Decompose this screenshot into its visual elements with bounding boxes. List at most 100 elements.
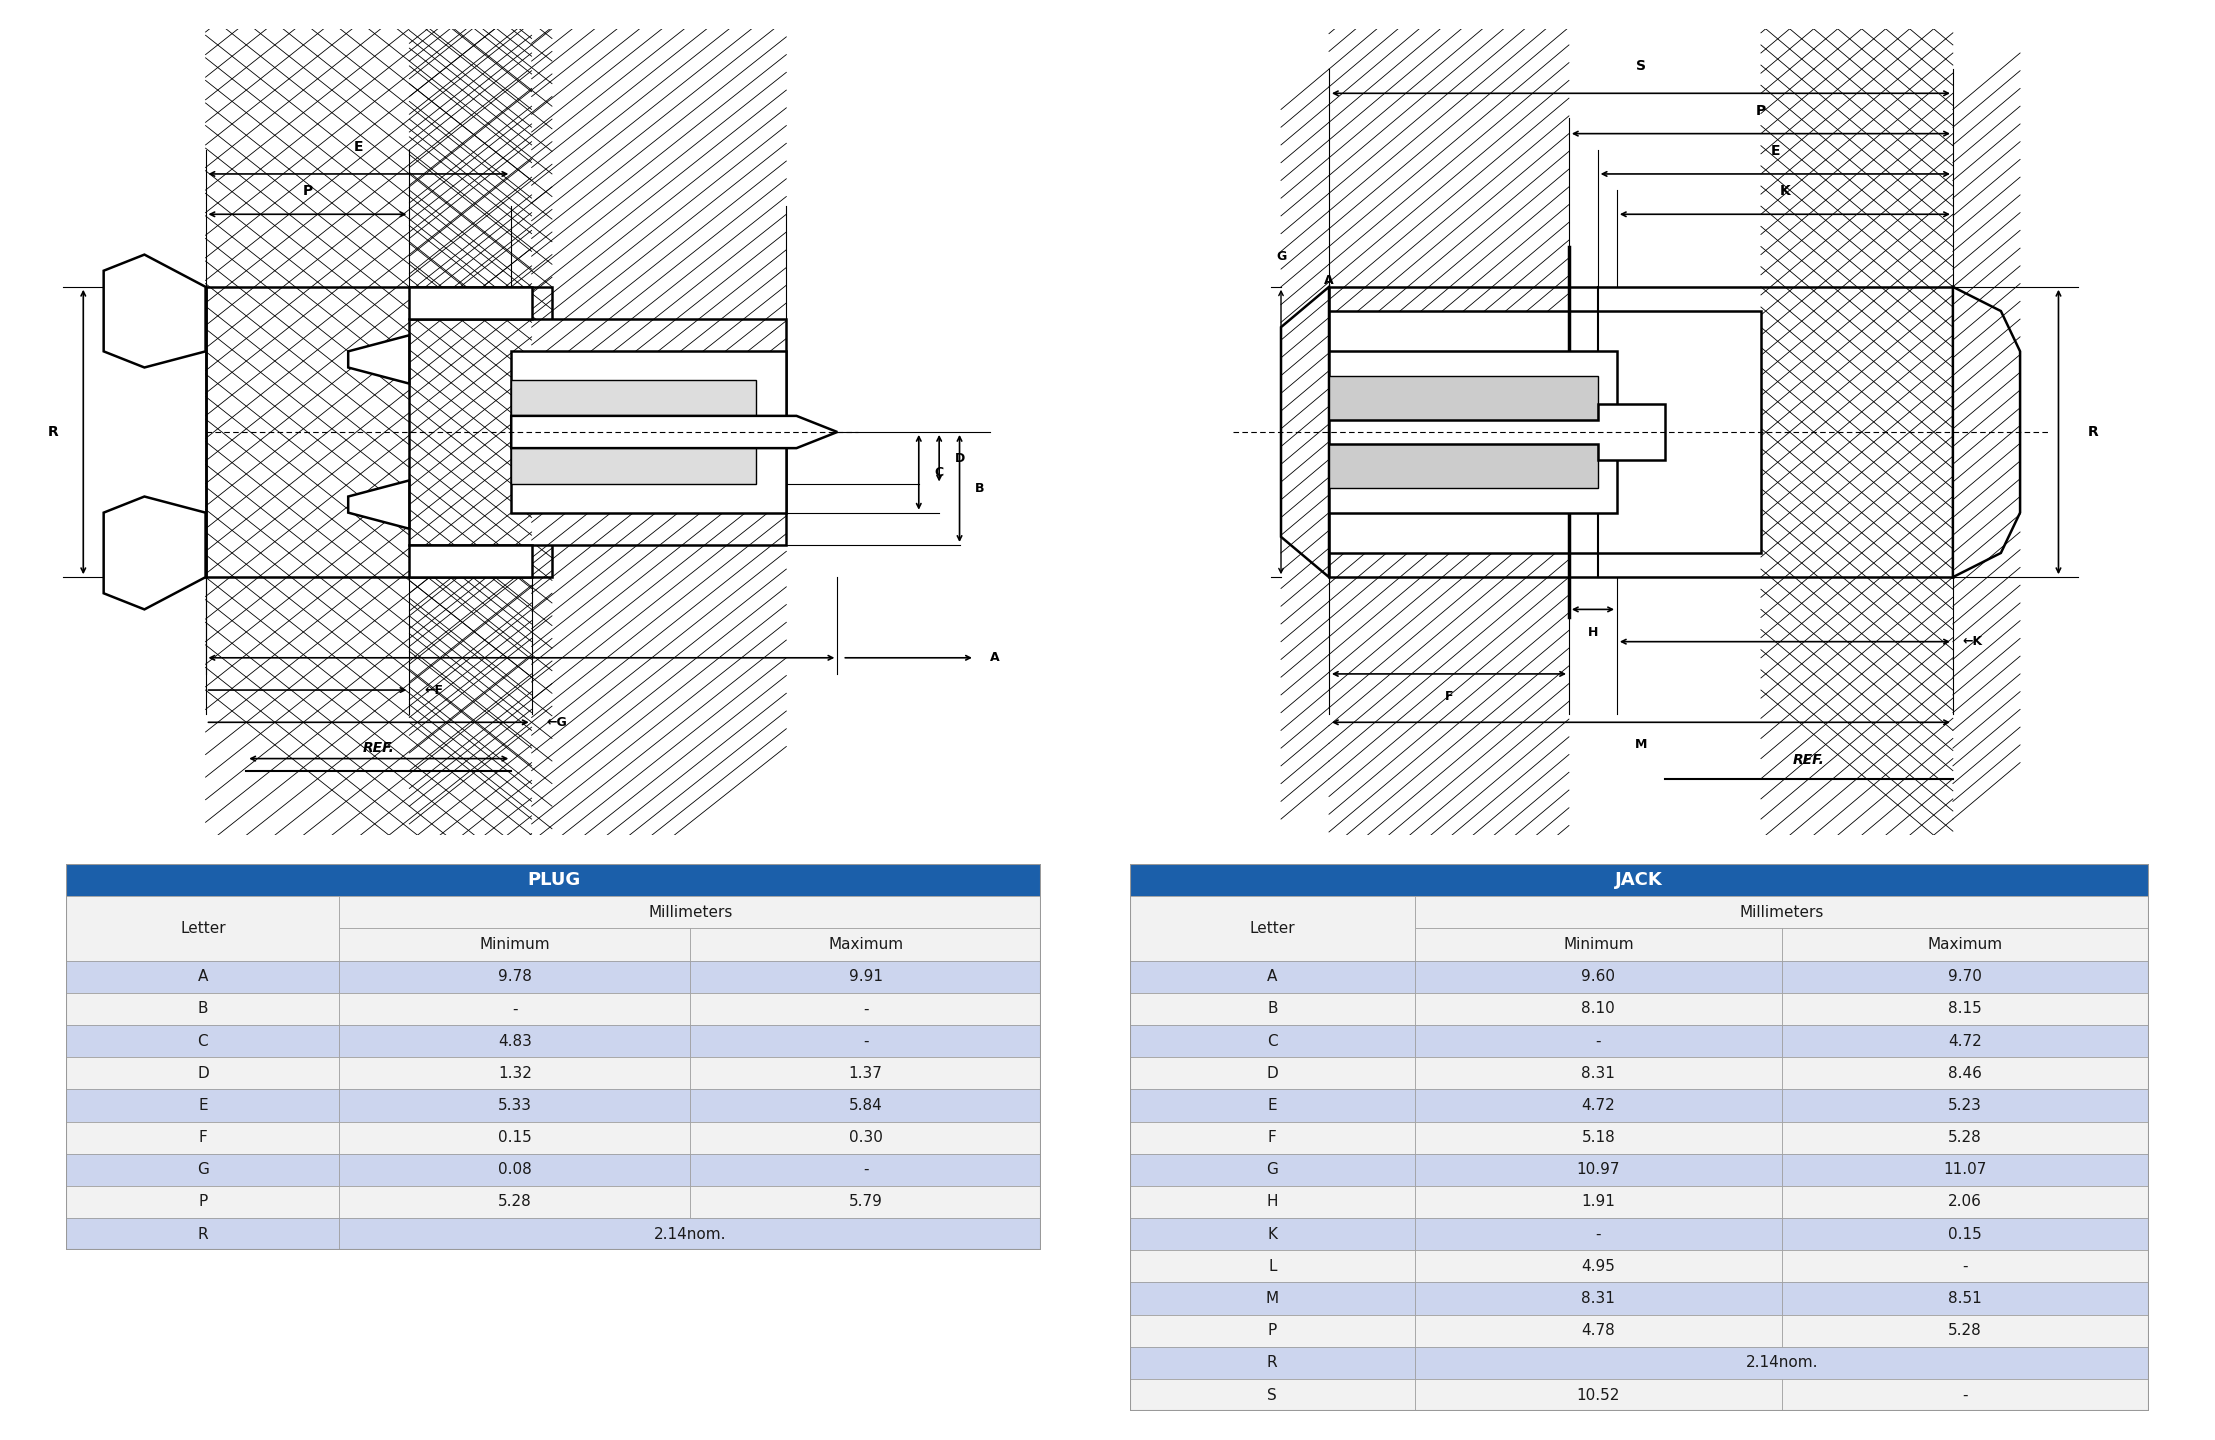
Text: L: L (1267, 1259, 1276, 1274)
FancyBboxPatch shape (339, 1153, 691, 1187)
Text: 9.70: 9.70 (1949, 969, 1982, 984)
FancyBboxPatch shape (1130, 1122, 1415, 1153)
Polygon shape (1329, 351, 1617, 513)
Text: 9.60: 9.60 (1582, 969, 1615, 984)
FancyBboxPatch shape (691, 960, 1041, 992)
Text: A: A (1267, 969, 1278, 984)
Text: B: B (197, 1001, 208, 1017)
Text: 8.51: 8.51 (1949, 1292, 1982, 1306)
FancyBboxPatch shape (1130, 992, 1415, 1025)
FancyBboxPatch shape (66, 992, 339, 1025)
Text: 8.31: 8.31 (1582, 1292, 1615, 1306)
FancyBboxPatch shape (1781, 1122, 2149, 1153)
Text: P: P (1756, 104, 1765, 118)
Text: A: A (990, 651, 999, 664)
Text: 5.28: 5.28 (1949, 1130, 1982, 1145)
FancyBboxPatch shape (691, 1057, 1041, 1089)
FancyBboxPatch shape (66, 960, 339, 992)
FancyBboxPatch shape (1415, 1187, 1781, 1218)
FancyBboxPatch shape (1130, 1025, 1415, 1057)
Text: Millimeters: Millimeters (1739, 904, 1823, 920)
FancyBboxPatch shape (1415, 1346, 2149, 1380)
Text: A: A (1325, 274, 1333, 287)
FancyBboxPatch shape (1781, 1025, 2149, 1057)
Text: PLUG: PLUG (527, 871, 580, 888)
Text: 2.06: 2.06 (1949, 1194, 1982, 1210)
Text: 4.72: 4.72 (1582, 1097, 1615, 1113)
Text: 10.52: 10.52 (1577, 1388, 1619, 1403)
Polygon shape (1954, 287, 2020, 577)
Text: S: S (1267, 1388, 1278, 1403)
FancyBboxPatch shape (1415, 960, 1781, 992)
Polygon shape (1280, 287, 1329, 577)
Text: S: S (1637, 59, 1646, 73)
Text: 5.18: 5.18 (1582, 1130, 1615, 1145)
Text: -: - (512, 1001, 518, 1017)
FancyBboxPatch shape (1781, 992, 2149, 1025)
FancyBboxPatch shape (1130, 1218, 1415, 1250)
Text: 9.78: 9.78 (498, 969, 532, 984)
Text: P: P (1267, 1323, 1276, 1338)
Text: E: E (1267, 1097, 1278, 1113)
Text: C: C (1267, 1034, 1278, 1048)
FancyBboxPatch shape (66, 1057, 339, 1089)
Text: G: G (1267, 1162, 1278, 1178)
Text: K: K (1267, 1227, 1278, 1241)
FancyBboxPatch shape (691, 929, 1041, 960)
Text: 8.15: 8.15 (1949, 1001, 1982, 1017)
Text: Maximum: Maximum (828, 937, 904, 952)
Text: B: B (1391, 314, 1400, 327)
Polygon shape (1329, 403, 1666, 461)
FancyBboxPatch shape (1130, 1187, 1415, 1218)
FancyBboxPatch shape (339, 960, 691, 992)
FancyBboxPatch shape (339, 1025, 691, 1057)
Text: ←F: ←F (425, 684, 443, 697)
Text: D: D (197, 1066, 208, 1081)
FancyBboxPatch shape (339, 992, 691, 1025)
Text: F: F (199, 1130, 208, 1145)
Polygon shape (410, 544, 532, 577)
FancyBboxPatch shape (339, 1187, 691, 1218)
FancyBboxPatch shape (1415, 1089, 1781, 1122)
FancyBboxPatch shape (1415, 1153, 1781, 1187)
Text: REF.: REF. (363, 740, 394, 755)
Text: REF.: REF. (1792, 753, 1825, 766)
Text: -: - (1962, 1259, 1967, 1274)
FancyBboxPatch shape (1415, 992, 1781, 1025)
Text: E: E (354, 140, 363, 154)
Text: A: A (197, 969, 208, 984)
Text: G: G (197, 1162, 208, 1178)
Text: E: E (197, 1097, 208, 1113)
FancyBboxPatch shape (66, 1187, 339, 1218)
Text: 5.79: 5.79 (848, 1194, 882, 1210)
FancyBboxPatch shape (1130, 1153, 1415, 1187)
FancyBboxPatch shape (1781, 1153, 2149, 1187)
Polygon shape (512, 380, 755, 484)
Text: 5.28: 5.28 (498, 1194, 532, 1210)
FancyBboxPatch shape (691, 992, 1041, 1025)
Text: 5.33: 5.33 (498, 1097, 532, 1113)
FancyBboxPatch shape (66, 1218, 339, 1250)
Text: R: R (2087, 425, 2098, 439)
FancyBboxPatch shape (66, 1089, 339, 1122)
FancyBboxPatch shape (1781, 1315, 2149, 1346)
Text: 1.37: 1.37 (848, 1066, 882, 1081)
Text: Millimeters: Millimeters (649, 904, 733, 920)
Text: 2.14nom.: 2.14nom. (653, 1227, 727, 1241)
FancyBboxPatch shape (1415, 1218, 1781, 1250)
FancyBboxPatch shape (1781, 1380, 2149, 1411)
FancyBboxPatch shape (1130, 1346, 1415, 1380)
FancyBboxPatch shape (1415, 1380, 1781, 1411)
Text: ←K: ←K (1962, 635, 1982, 648)
Text: R: R (197, 1227, 208, 1241)
Text: 0.08: 0.08 (498, 1162, 532, 1178)
Text: 5.28: 5.28 (1949, 1323, 1982, 1338)
Text: Minimum: Minimum (1564, 937, 1635, 952)
Polygon shape (348, 336, 410, 383)
FancyBboxPatch shape (1781, 1218, 2149, 1250)
FancyBboxPatch shape (1130, 896, 1415, 960)
FancyBboxPatch shape (66, 896, 339, 960)
Polygon shape (410, 320, 786, 544)
FancyBboxPatch shape (1781, 1283, 2149, 1315)
Text: 4.83: 4.83 (498, 1034, 532, 1048)
